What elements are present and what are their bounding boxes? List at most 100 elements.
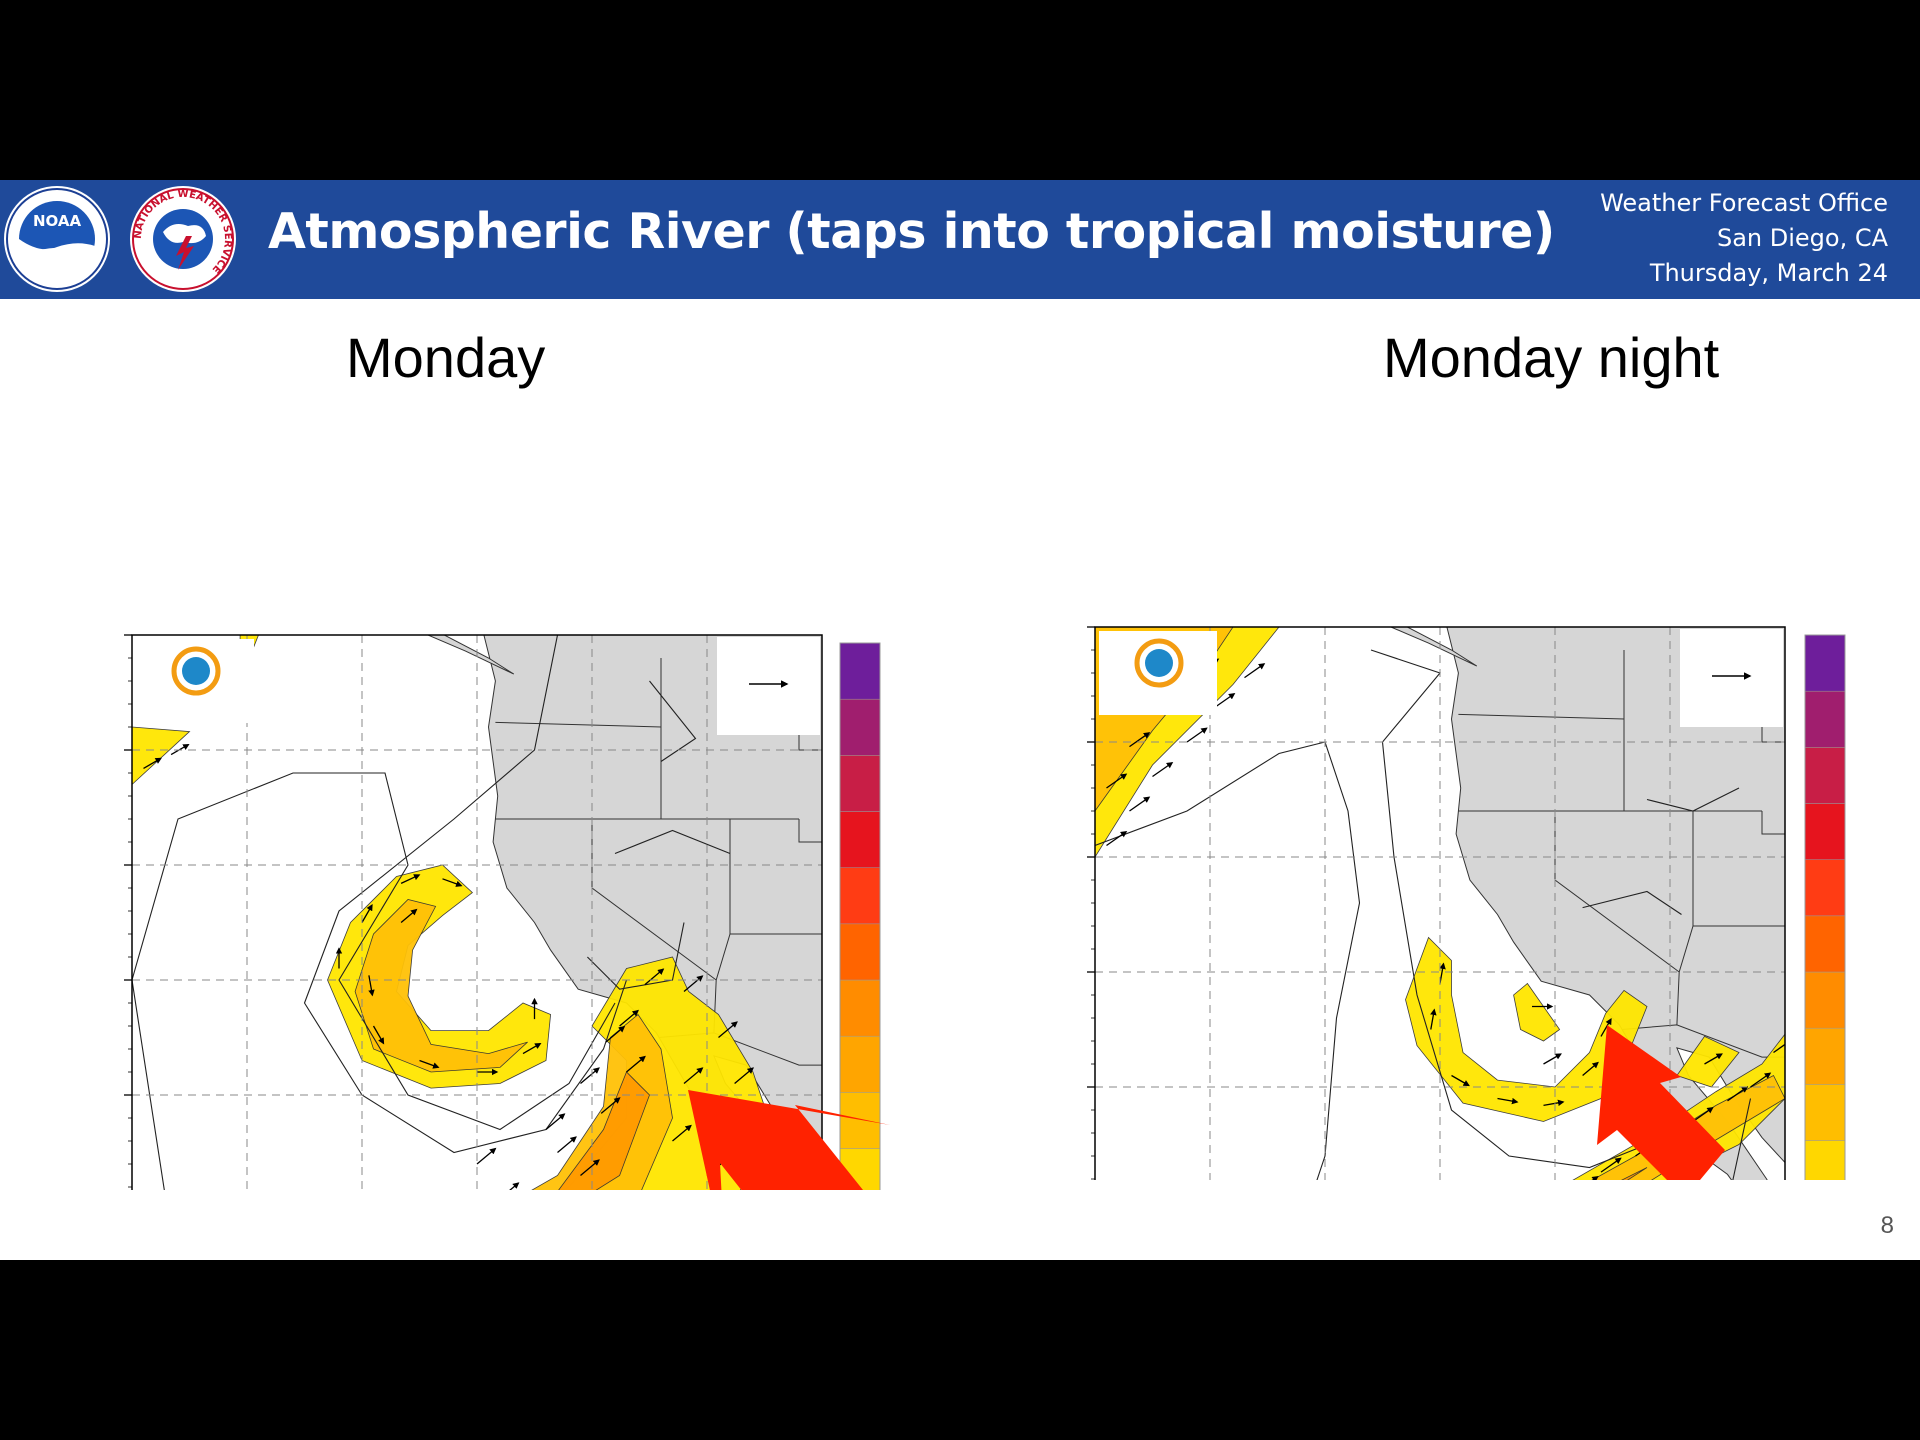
slide: NOAA NATIONAL WEATHER SERVICE Atmospheri… [0, 180, 1920, 1260]
colorbar-swatch [1804, 1140, 1846, 1180]
ivt-vector [619, 1009, 639, 1027]
vancouver-island [426, 635, 515, 675]
ivt-vector [626, 1055, 646, 1073]
ivt-vector [683, 975, 704, 992]
reference-vector-box [1680, 629, 1783, 727]
state-border [730, 933, 822, 935]
header-banner: NOAA NATIONAL WEATHER SERVICE Atmospheri… [0, 180, 1920, 299]
panel-1-heading: Monday [346, 326, 546, 389]
colorbar-swatch [1804, 971, 1846, 1029]
isobar-contour [649, 680, 697, 762]
colorbar-swatch [1804, 1027, 1846, 1085]
colorbar-swatch [839, 642, 881, 700]
isobar-contour [1732, 1098, 1752, 1180]
isobar-contour [303, 635, 628, 1154]
colorbar-swatch [839, 979, 881, 1037]
ivt-vector [1106, 773, 1128, 789]
isobar-contour [1582, 890, 1682, 915]
colorbar-swatch [839, 923, 881, 981]
ivt-vector [600, 1097, 621, 1114]
ivt-vector [1214, 692, 1236, 709]
map-area [132, 635, 822, 1190]
ivt-vector [372, 1025, 385, 1045]
ivt-vector [1451, 1074, 1470, 1087]
panel-2-heading: Monday night [1383, 326, 1720, 389]
ivt-shading-high-ar [1621, 1167, 1648, 1180]
ivt-shading-mid [531, 1013, 673, 1190]
ivt-vector [442, 878, 463, 887]
office-line-2: San Diego, CA [1716, 224, 1888, 252]
colorbar-swatch [839, 1035, 881, 1093]
ivt-vector [1186, 727, 1208, 743]
ivt-vector [557, 1136, 577, 1153]
ivt-vector [1430, 1008, 1437, 1030]
noaa-logo: NOAA [4, 186, 110, 292]
state-border [798, 819, 822, 843]
page-number: 8 [1880, 1212, 1894, 1239]
reference-vector-box [717, 637, 820, 735]
ivt-vector [672, 1124, 692, 1142]
ivt-vector [1582, 1061, 1599, 1076]
colorbar-swatch [1804, 747, 1846, 804]
isobar-contour [1370, 649, 1648, 1169]
ivt-shading-cutoff [1405, 936, 1648, 1122]
ivt-vector [580, 1159, 600, 1176]
water-drop-icon [182, 657, 210, 685]
state-border [1761, 811, 1785, 835]
water-drop-icon [1145, 649, 1173, 677]
ivt-vector [1600, 1157, 1622, 1173]
ivt-vector [1591, 1175, 1599, 1180]
ivt-vector [545, 1113, 566, 1130]
colorbar-frame [1804, 634, 1846, 1180]
colorbar-swatch [839, 1092, 881, 1149]
ivt-vector [476, 1147, 497, 1165]
ivt-vector [1543, 1099, 1565, 1107]
ivt-vector [1600, 1017, 1612, 1037]
isobar-contour [1646, 787, 1740, 812]
ivt-map-monday [124, 634, 890, 1190]
ivt-vector [143, 757, 162, 769]
ivt-vector [1129, 732, 1151, 748]
state-border [1621, 1024, 1785, 1058]
ivt-vector [1106, 830, 1128, 847]
map-area [1095, 627, 1785, 1180]
state-border [1676, 811, 1694, 1025]
colorbar-swatch [1804, 690, 1846, 748]
ivt-vector [683, 1067, 704, 1084]
ivt-vector [718, 1021, 738, 1038]
ivt-vector [1543, 1053, 1562, 1065]
ivt-vector [1497, 1097, 1519, 1105]
ivt-shading-high [558, 1071, 650, 1190]
annotation-arrow [1597, 1025, 1725, 1180]
colorbar-swatch [1804, 634, 1846, 692]
ivt-vector [400, 908, 418, 923]
state-border [1693, 925, 1785, 927]
noaa-logo-text: NOAA [33, 212, 82, 230]
ivt-vector [361, 904, 373, 923]
colorbar-swatch [1804, 1084, 1846, 1141]
colorbar-swatch [839, 755, 881, 812]
ivt-vector [400, 874, 421, 884]
annotation-arrow [688, 1090, 890, 1190]
ivt-vector [1152, 761, 1174, 778]
colorbar-frame [839, 642, 881, 1190]
ivt-vector [368, 975, 375, 997]
isobar-contour [132, 772, 616, 1190]
colorbar-swatch [1804, 915, 1846, 973]
ivt-vector [1727, 1086, 1749, 1102]
ivt-vector [1773, 1043, 1785, 1054]
ivt-vector [605, 1025, 626, 1043]
ivt-vector [644, 968, 665, 986]
nws-logo: NATIONAL WEATHER SERVICE [130, 186, 236, 292]
ivt-shading-mid-ring [354, 899, 528, 1073]
ivt-vector [1439, 962, 1446, 984]
ivt-vector [1129, 796, 1151, 812]
colorbar-swatch [1804, 859, 1846, 917]
office-info: Weather Forecast Office San Diego, CA Th… [1600, 186, 1888, 291]
state-border [713, 819, 731, 1033]
office-line-3: Thursday, March 24 [1649, 259, 1888, 287]
ivt-vector [1750, 1072, 1772, 1088]
vancouver-island [1389, 627, 1478, 667]
ivt-vector [419, 1059, 440, 1069]
ivt-vector [580, 1067, 600, 1084]
